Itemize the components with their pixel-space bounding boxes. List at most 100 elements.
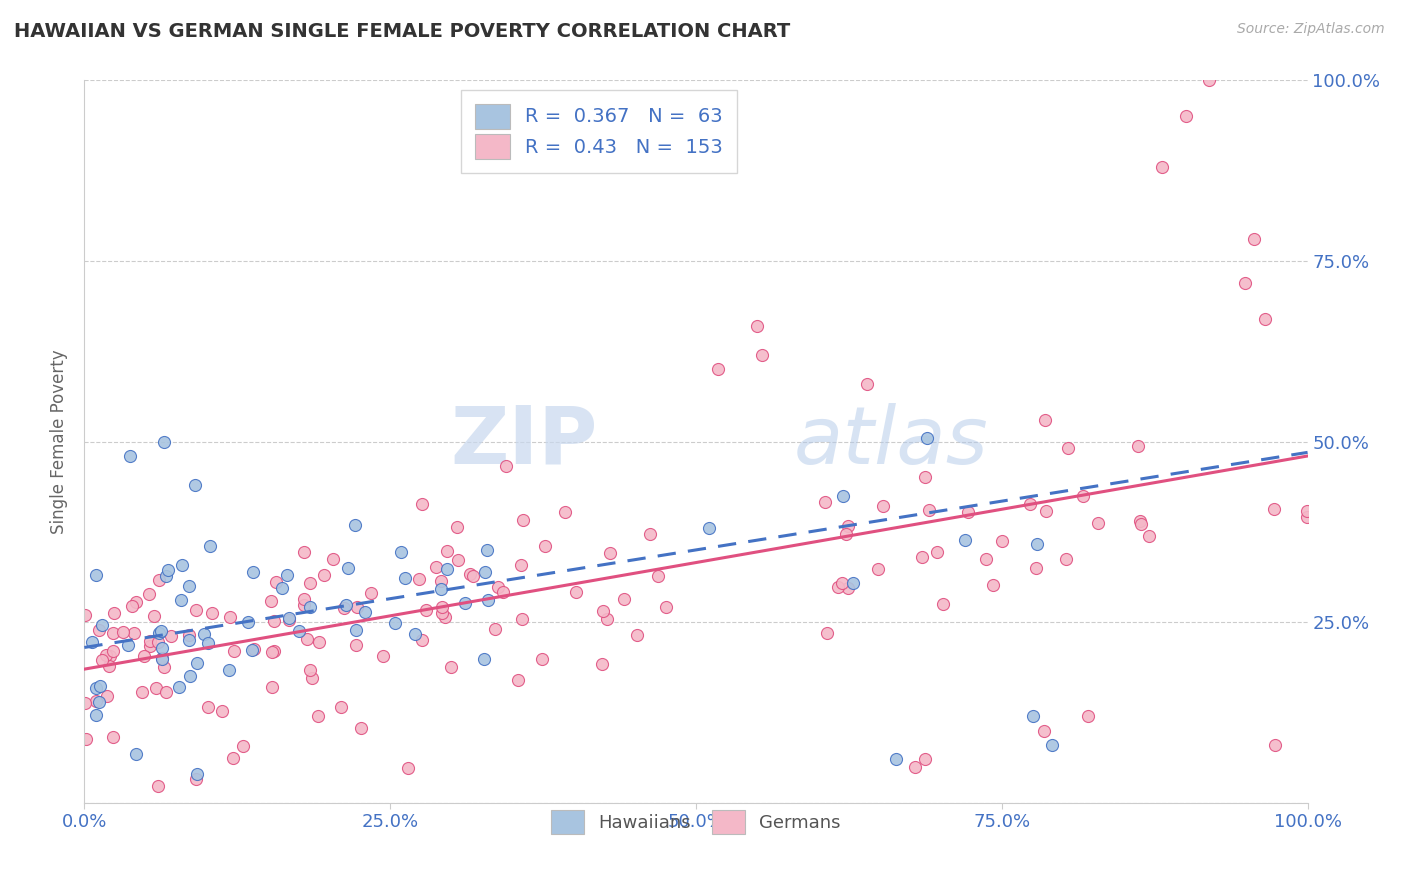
Point xyxy=(384,615,406,630)
Point xyxy=(193,626,215,640)
Point xyxy=(240,643,263,657)
Point xyxy=(918,503,941,517)
Point xyxy=(1263,502,1285,516)
Point xyxy=(148,635,170,649)
Point xyxy=(276,567,298,582)
Point xyxy=(1022,709,1045,723)
Point xyxy=(238,615,260,629)
Point xyxy=(430,599,453,614)
Point xyxy=(1264,738,1286,752)
Point xyxy=(477,592,499,607)
Point xyxy=(292,545,315,559)
Point xyxy=(299,576,322,591)
Point xyxy=(613,592,636,607)
Point xyxy=(184,772,207,786)
Point xyxy=(75,732,97,747)
Point xyxy=(131,685,153,699)
Point xyxy=(446,520,468,534)
Point xyxy=(224,644,246,658)
Point xyxy=(512,513,534,527)
Point xyxy=(837,519,859,533)
Point xyxy=(599,546,621,560)
Point xyxy=(218,663,240,677)
Point xyxy=(831,576,853,591)
Point xyxy=(288,624,311,638)
Point xyxy=(125,595,148,609)
Point xyxy=(90,618,112,632)
Point xyxy=(415,603,437,617)
Point xyxy=(329,700,352,714)
Point xyxy=(335,598,357,612)
Point xyxy=(101,625,124,640)
Point xyxy=(160,629,183,643)
Point xyxy=(84,681,107,695)
Point xyxy=(346,600,368,615)
Point xyxy=(84,568,107,582)
Point xyxy=(184,478,207,492)
Point xyxy=(1019,497,1042,511)
Point xyxy=(186,767,208,781)
Point xyxy=(841,575,863,590)
Point xyxy=(270,581,292,595)
Point xyxy=(301,671,323,685)
Point xyxy=(263,614,285,628)
Point xyxy=(150,641,173,656)
Point xyxy=(1033,723,1056,738)
Point xyxy=(956,505,979,519)
Point xyxy=(186,657,208,671)
Point xyxy=(1234,276,1257,290)
Point xyxy=(264,574,287,589)
Point xyxy=(138,586,160,600)
Point xyxy=(463,569,485,583)
Point xyxy=(344,638,367,652)
Point xyxy=(1025,560,1047,574)
Point xyxy=(148,626,170,640)
Point xyxy=(98,649,121,664)
Point xyxy=(974,551,997,566)
Point xyxy=(925,545,948,559)
Point xyxy=(932,597,955,611)
Point xyxy=(396,761,419,775)
Point xyxy=(564,585,586,599)
Point xyxy=(868,561,890,575)
Point xyxy=(1175,110,1198,124)
Point xyxy=(474,566,496,580)
Point xyxy=(430,606,453,620)
Point xyxy=(655,600,678,615)
Point xyxy=(260,680,283,694)
Point xyxy=(486,580,509,594)
Point xyxy=(86,708,108,723)
Point xyxy=(87,695,110,709)
Point xyxy=(333,601,356,615)
Point xyxy=(118,449,141,463)
Point xyxy=(263,644,285,658)
Point xyxy=(292,598,315,612)
Point xyxy=(201,606,224,620)
Point xyxy=(707,362,730,376)
Point xyxy=(312,568,335,582)
Point xyxy=(429,574,451,588)
Point xyxy=(495,459,517,474)
Point xyxy=(596,612,619,626)
Point xyxy=(492,584,515,599)
Point xyxy=(411,497,433,511)
Point xyxy=(647,569,669,583)
Point xyxy=(350,721,373,735)
Point xyxy=(626,628,648,642)
Point xyxy=(278,611,301,625)
Point xyxy=(1129,514,1152,528)
Point xyxy=(277,613,299,627)
Point xyxy=(98,659,121,673)
Point xyxy=(360,586,382,600)
Point xyxy=(292,591,315,606)
Point xyxy=(509,558,531,573)
Point xyxy=(222,750,245,764)
Point xyxy=(152,651,174,665)
Point xyxy=(219,610,242,624)
Point xyxy=(508,673,530,687)
Point xyxy=(591,657,613,671)
Point xyxy=(91,652,114,666)
Point xyxy=(554,505,576,519)
Point xyxy=(132,648,155,663)
Point xyxy=(307,708,329,723)
